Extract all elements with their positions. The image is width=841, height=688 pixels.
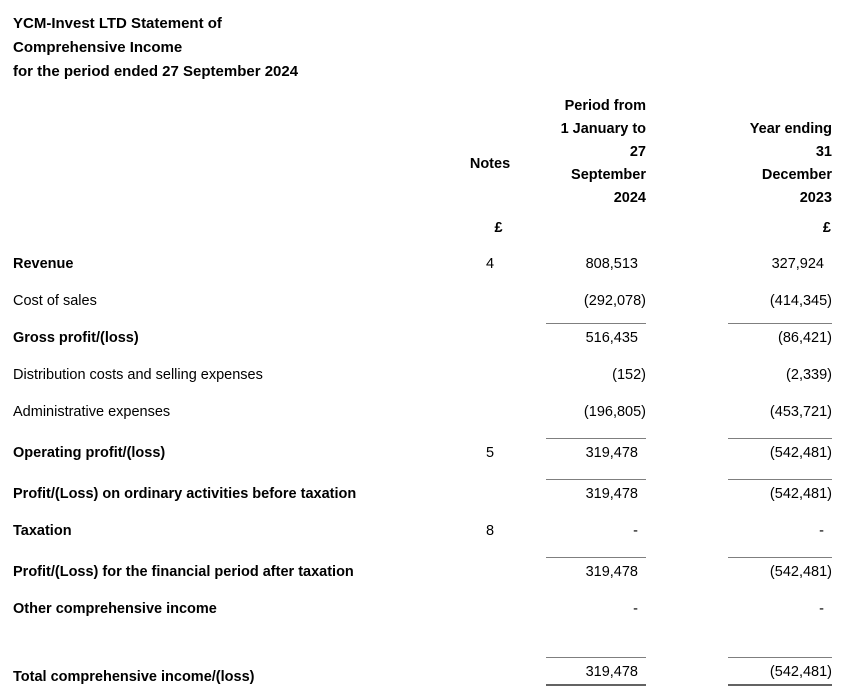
table-header-row: Notes Period from 1 January to 27 Septem… xyxy=(13,84,834,210)
row-current-value: 808,513 xyxy=(585,256,638,272)
currency-row: £ £ xyxy=(13,210,834,236)
notes-column-header: Notes xyxy=(469,156,511,172)
row-label: Taxation xyxy=(13,523,72,539)
row-prior-value: (414,345) xyxy=(769,293,832,309)
row-label: Revenue xyxy=(13,256,74,272)
row-label: Cost of sales xyxy=(13,293,97,309)
row-current-value: 516,435 xyxy=(546,323,646,347)
title-line-2: Comprehensive Income xyxy=(13,39,183,56)
row-prior-value: - xyxy=(819,601,824,617)
row-prior-value: (2,339) xyxy=(786,367,832,383)
row-current-value: (152) xyxy=(612,367,646,383)
row-current-value: 319,478 xyxy=(546,479,646,503)
row-prior-value: (542,481) xyxy=(728,438,832,462)
row-note: 8 xyxy=(485,523,495,539)
row-label: Total comprehensive income/(loss) xyxy=(13,669,255,685)
row-note: 5 xyxy=(485,445,495,461)
row-prior-value: (453,721) xyxy=(769,404,832,420)
table-row-distribution-costs: Distribution costs and selling expenses … xyxy=(13,347,834,384)
current-period-column-header: Period from 1 January to 27 September 20… xyxy=(560,98,646,206)
row-label: Gross profit/(loss) xyxy=(13,330,139,346)
table-row-revenue: Revenue 4 808,513 327,924 xyxy=(13,236,834,273)
table-row-gross-profit: Gross profit/(loss) 516,435 (86,421) xyxy=(13,310,834,347)
row-current-value: 319,478 xyxy=(546,657,646,686)
prior-currency-symbol: £ xyxy=(822,220,831,236)
row-current-value: 319,478 xyxy=(546,438,646,462)
title-line-3: for the period ended 27 September 2024 xyxy=(13,63,299,80)
income-statement-table: Notes Period from 1 January to 27 Septem… xyxy=(13,84,834,686)
row-label: Distribution costs and selling expenses xyxy=(13,367,263,383)
row-label: Profit/(Loss) for the financial period a… xyxy=(13,564,354,580)
table-row-profit-before-taxation: Profit/(Loss) on ordinary activities bef… xyxy=(13,462,834,503)
row-current-value: (196,805) xyxy=(583,404,646,420)
row-prior-value: 327,924 xyxy=(771,256,824,272)
row-prior-value: (86,421) xyxy=(728,323,832,347)
row-prior-value: - xyxy=(819,523,824,539)
row-note: 4 xyxy=(485,256,495,272)
table-row-cost-of-sales: Cost of sales (292,078) (414,345) xyxy=(13,273,834,310)
table-row-administrative-expenses: Administrative expenses (196,805) (453,7… xyxy=(13,384,834,421)
row-label: Other comprehensive income xyxy=(13,601,217,617)
table-row-operating-profit: Operating profit/(loss) 5 319,478 (542,4… xyxy=(13,421,834,462)
row-label: Administrative expenses xyxy=(13,404,171,420)
row-current-value: 319,478 xyxy=(546,557,646,581)
title-line-1: YCM-Invest LTD Statement of xyxy=(13,15,222,32)
row-prior-value: (542,481) xyxy=(728,557,832,581)
table-row-taxation: Taxation 8 - - xyxy=(13,503,834,540)
row-prior-value: (542,481) xyxy=(728,657,832,686)
row-prior-value: (542,481) xyxy=(728,479,832,503)
row-current-value: - xyxy=(633,523,638,539)
table-row-profit-after-taxation: Profit/(Loss) for the financial period a… xyxy=(13,540,834,581)
current-currency-symbol: £ xyxy=(494,220,503,236)
table-row-other-comprehensive-income: Other comprehensive income - - xyxy=(13,581,834,618)
table-row-total-comprehensive-income: Total comprehensive income/(loss) 319,47… xyxy=(13,618,834,686)
statement-title: YCM-Invest LTD Statement of Comprehensiv… xyxy=(13,12,834,84)
row-label: Profit/(Loss) on ordinary activities bef… xyxy=(13,486,357,502)
row-current-value: - xyxy=(633,601,638,617)
row-label: Operating profit/(loss) xyxy=(13,445,166,461)
row-current-value: (292,078) xyxy=(583,293,646,309)
prior-period-column-header: Year ending 31 December 2023 xyxy=(749,121,832,206)
